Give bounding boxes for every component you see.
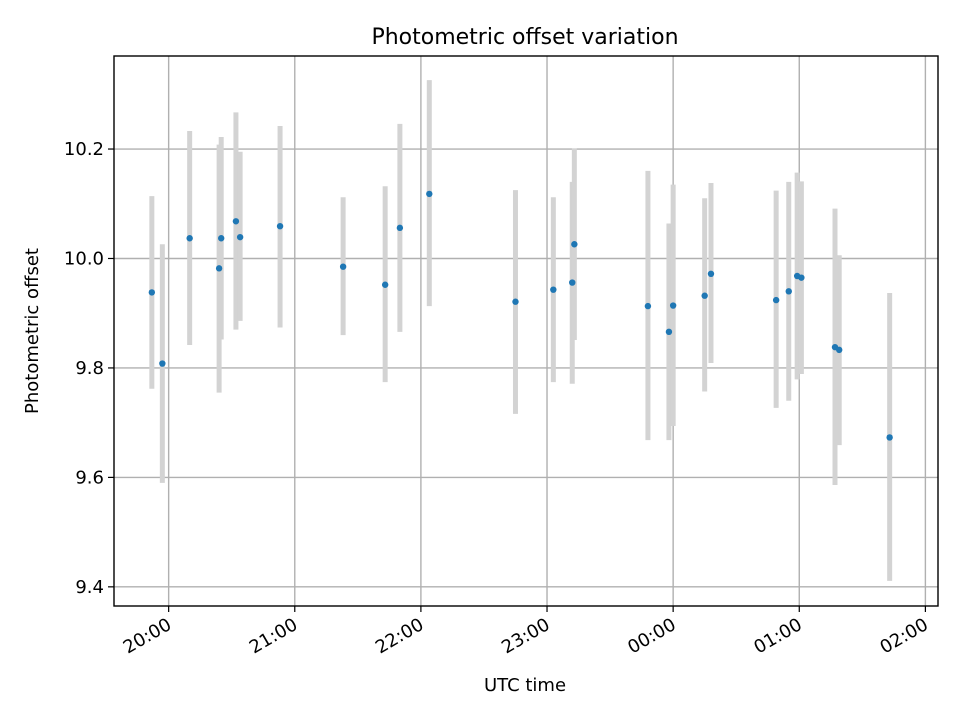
data-point	[218, 235, 225, 242]
y-axis-ticks: 9.4 9.6 9.8 10.0 10.2	[64, 139, 114, 598]
y-tick-label: 10.2	[64, 139, 104, 160]
data-point	[186, 235, 193, 242]
data-point	[644, 302, 652, 310]
data-point	[232, 218, 240, 225]
data-point	[669, 302, 677, 309]
plot-frame	[113, 55, 939, 607]
data-point	[569, 279, 576, 286]
data-point	[785, 288, 792, 295]
data-point	[772, 296, 780, 304]
data-point	[148, 289, 156, 296]
data-point	[707, 270, 715, 278]
data-point	[381, 281, 389, 288]
y-tick-label: 9.4	[75, 577, 104, 598]
data-point	[236, 233, 244, 241]
data-point	[701, 292, 708, 299]
data-point	[571, 241, 578, 248]
y-tick-label: 10.0	[64, 248, 104, 269]
x-axis-label: UTC time	[484, 675, 566, 696]
data-point	[339, 263, 347, 270]
data-point	[836, 346, 843, 354]
data-point	[665, 328, 673, 336]
data-points	[148, 190, 893, 441]
data-point	[886, 434, 893, 441]
data-point	[550, 286, 557, 293]
data-point	[276, 222, 284, 230]
y-axis-label: Photometric offset	[22, 248, 43, 414]
data-point	[798, 274, 805, 281]
data-point	[159, 360, 166, 367]
y-tick-label: 9.6	[75, 467, 104, 488]
data-point	[512, 298, 519, 305]
data-point	[396, 224, 404, 232]
data-point	[215, 265, 223, 272]
data-point	[426, 190, 433, 198]
y-tick-label: 9.8	[75, 358, 104, 379]
chart-title: Photometric offset variation	[371, 25, 678, 50]
